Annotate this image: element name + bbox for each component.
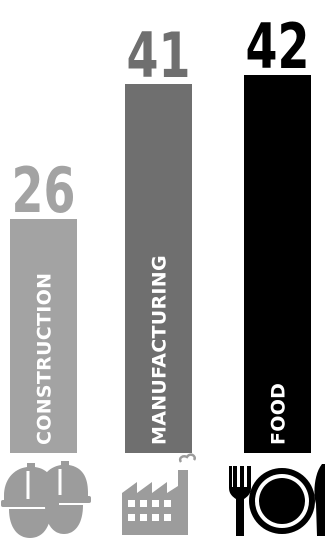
bar-manufacturing [125, 84, 192, 453]
bars-layer: 26 CONSTRUCTION 41 MANUFACTURING 42 FOOD [10, 10, 311, 453]
value-label-manufacturing: 41 [127, 19, 191, 92]
plate-fork-knife-icon [229, 464, 325, 536]
value-label-construction: 26 [12, 154, 76, 227]
factory-icon [122, 453, 196, 535]
category-label-food: FOOD [268, 383, 290, 445]
bar-construction [10, 219, 77, 453]
value-label-food: 42 [246, 10, 310, 83]
category-label-manufacturing: MANUFACTURING [149, 255, 171, 445]
bar-food [244, 75, 311, 453]
category-label-construction: CONSTRUCTION [34, 273, 56, 445]
hard-hats-icon [1, 461, 91, 538]
